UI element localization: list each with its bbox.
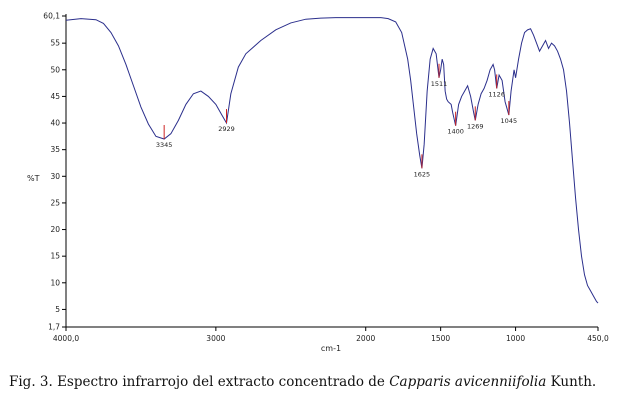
peak-label: 2929 (218, 125, 235, 133)
x-axis-ticks: 4000,0 3000 2000 1500 1000 450,0 (53, 327, 609, 343)
y-tick-label: 60,1 (43, 12, 60, 21)
y-tick-label: 15 (50, 252, 60, 261)
peak-label: 1269 (467, 122, 484, 130)
y-tick-label: 35 (50, 145, 60, 154)
caption-suffix: Kunth. (546, 374, 597, 390)
y-axis-ticks: 60,1 55 50 45 40 35 30 25 20 15 10 5 1,7 (43, 12, 66, 332)
x-tick-label: 2000 (356, 334, 375, 343)
y-tick-label: 40 (50, 119, 60, 128)
figure-caption: Fig. 3. Espectro infrarrojo del extracto… (9, 374, 613, 390)
x-tick-label: 3000 (206, 334, 225, 343)
y-tick-label: 1,7 (48, 323, 60, 332)
peak-label: 1400 (447, 128, 464, 136)
y-tick-label: 20 (50, 225, 60, 234)
peak-label: 1045 (501, 117, 518, 125)
ir-spectrum-chart: 60,1 55 50 45 40 35 30 25 20 15 10 5 1,7 4000,0 3000 2… (27, 12, 609, 354)
y-tick-label: 25 (50, 198, 60, 207)
y-tick-label: 30 (50, 172, 60, 181)
y-tick-label: 45 (50, 92, 60, 101)
peak-label: 1625 (414, 170, 431, 178)
spectrum-line (65, 17, 599, 304)
caption-species: Capparis avicenniifolia (389, 374, 547, 390)
y-tick-label: 55 (50, 39, 60, 48)
y-axis-title: %T (27, 174, 40, 183)
peak-label: 1511 (431, 80, 448, 88)
x-tick-label: 450,0 (587, 334, 609, 343)
y-tick-label: 10 (50, 278, 60, 287)
y-tick-label: 5 (55, 305, 60, 314)
x-tick-label: 1000 (506, 334, 525, 343)
y-tick-label: 50 (50, 65, 60, 74)
chart-axes (65, 14, 598, 328)
peak-label: 3345 (156, 141, 173, 149)
x-axis-title: cm-1 (321, 344, 341, 353)
x-tick-label: 1500 (431, 334, 450, 343)
caption-prefix: Fig. 3. Espectro infrarrojo del extracto… (9, 374, 390, 390)
x-tick-label: 4000,0 (53, 334, 79, 343)
peak-label: 1126 (488, 90, 505, 98)
